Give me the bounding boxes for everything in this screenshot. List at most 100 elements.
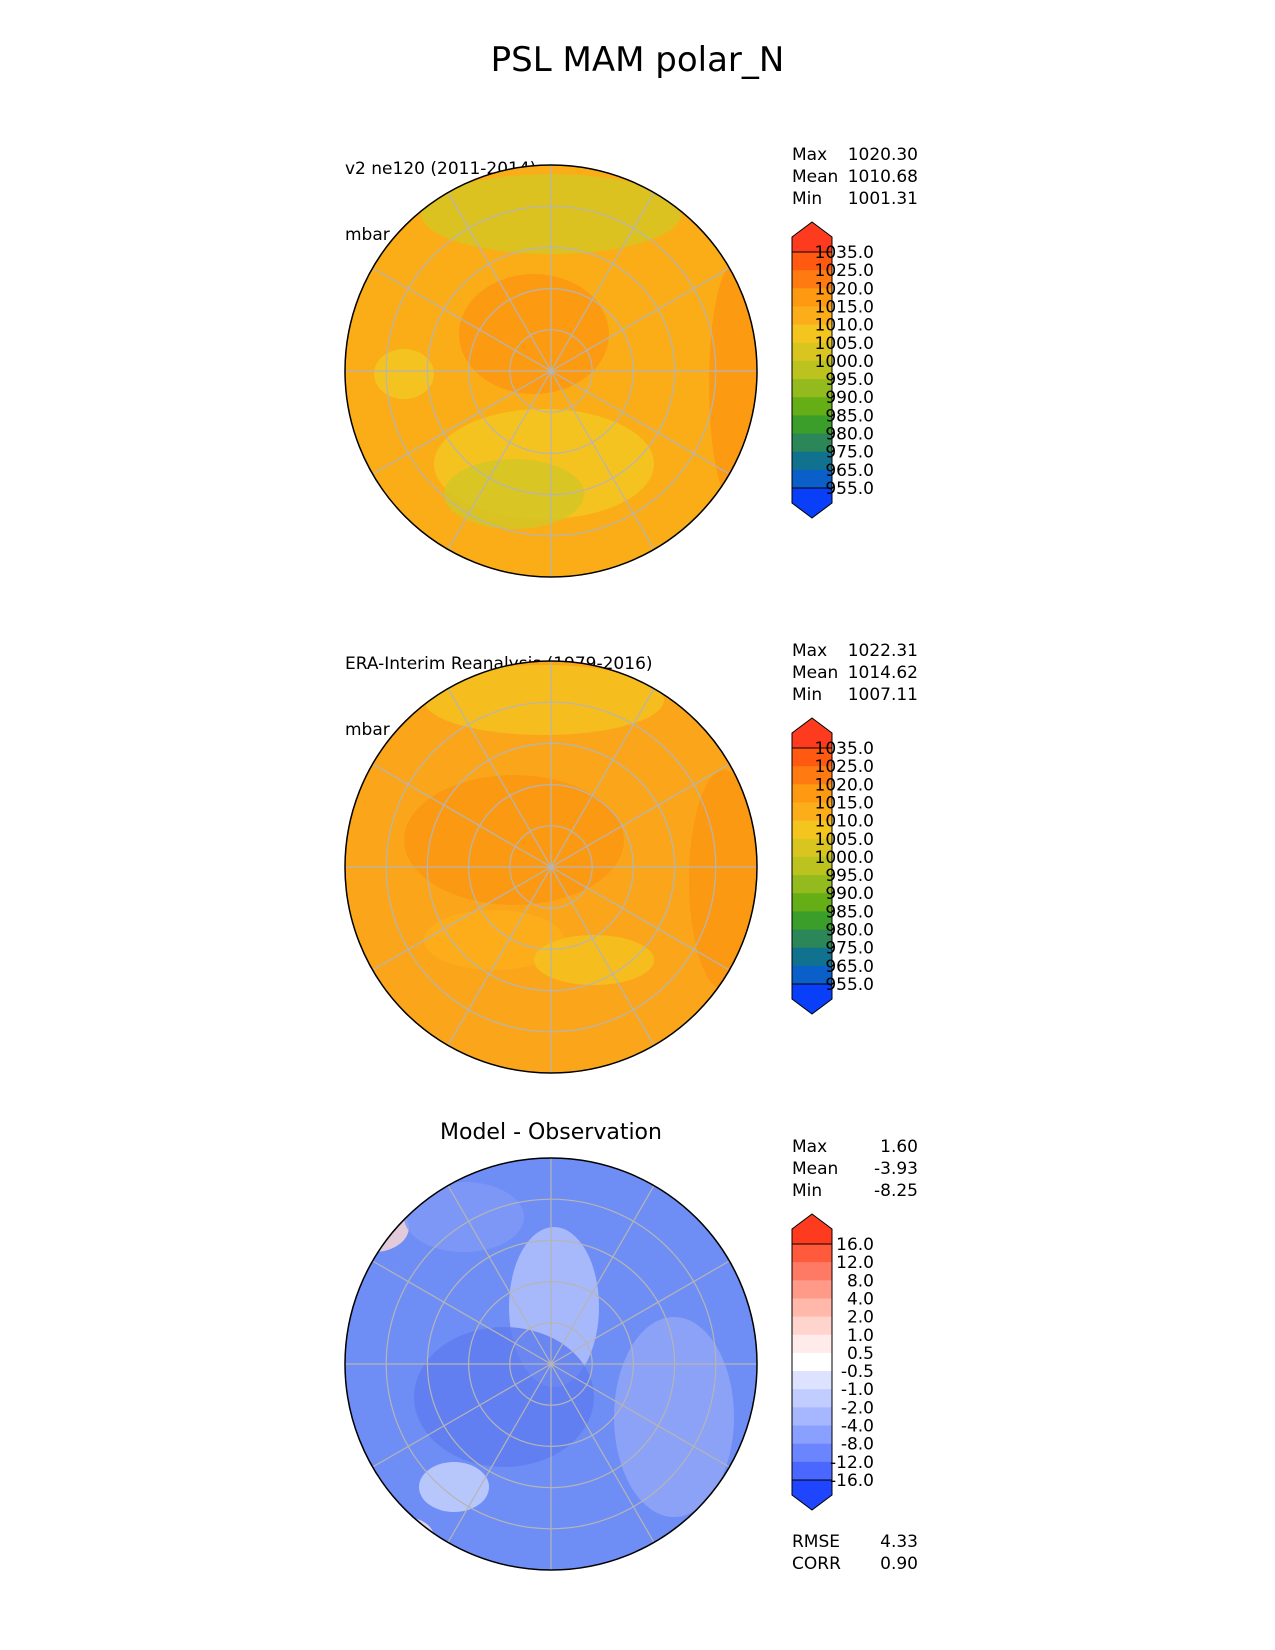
panel2-colorbar: 1035.01025.01020.01015.01010.01005.01000… <box>791 717 874 1015</box>
panel3-metrics: RMSE 4.33 CORR 0.90 <box>792 1531 918 1575</box>
stat-label: Max <box>792 145 828 165</box>
colorbar-segment <box>792 1280 832 1299</box>
panel2-polar-map <box>344 660 758 1074</box>
meridian-line <box>550 688 655 868</box>
colorbar-tick-label: 990.0 <box>825 388 874 408</box>
colorbar-tick-label: 1005.0 <box>815 334 874 354</box>
stat-value: 1007.11 <box>847 685 918 705</box>
colorbar-segment <box>792 856 832 876</box>
colorbar-tick-label: 1020.0 <box>815 279 874 299</box>
colorbar-segment <box>792 1262 832 1281</box>
meridian-line <box>447 1363 552 1543</box>
panel1-title: v2 ne120 (2011-2014) mbar <box>345 114 536 268</box>
colorbar-tick-label: 980.0 <box>825 921 874 941</box>
colorbar-segment <box>792 802 832 822</box>
colorbar-segment <box>792 1352 832 1372</box>
colorbar-tick-label: 975.0 <box>825 939 874 959</box>
field-region <box>414 1327 594 1467</box>
colorbar-tick-label: 1035.0 <box>815 739 874 759</box>
colorbar-tick-label: 1015.0 <box>815 297 874 317</box>
meridian-line <box>550 866 730 971</box>
stat-value: 1001.31 <box>847 189 918 209</box>
panel3-stats: Max 1.60 Mean -3.93 Min -8.25 <box>792 1136 918 1202</box>
meridian-line <box>447 866 552 1046</box>
colorbar-tick-label: 8.0 <box>847 1271 874 1291</box>
colorbar-segment <box>792 911 832 931</box>
meridian-line <box>550 192 655 372</box>
meridian-line <box>372 267 552 372</box>
colorbar-tick-label: -1.0 <box>841 1380 874 1400</box>
stat-value: 1.60 <box>880 1137 918 1157</box>
panel1-colorbar: 1035.01025.01020.01015.01010.01005.01000… <box>791 221 874 519</box>
stat-value: 1022.31 <box>847 641 918 661</box>
colorbar-segment <box>792 1316 832 1336</box>
rmse-label: RMSE <box>792 1532 841 1552</box>
meridian-line <box>447 192 552 372</box>
colorbar-tick-label: 0.5 <box>847 1344 874 1364</box>
field-region <box>459 274 609 394</box>
colorbar-tick-label: -2.0 <box>841 1398 874 1418</box>
meridian-line <box>372 1363 552 1468</box>
colorbar-tick-label: 980.0 <box>825 425 874 445</box>
colorbar-tick-label: 990.0 <box>825 884 874 904</box>
stat-label: Min <box>792 189 823 209</box>
colorbar-segment <box>792 875 832 894</box>
colorbar-segment <box>792 965 832 985</box>
stat-value: 1014.62 <box>847 663 918 683</box>
meridian-line <box>550 370 655 550</box>
colorbar-segment <box>792 433 832 453</box>
colorbar-tick-label: 1010.0 <box>815 812 874 832</box>
stat-label: Min <box>792 1181 823 1201</box>
colorbar-tick-label: 995.0 <box>825 370 874 390</box>
colorbar-tick-label: -16.0 <box>830 1471 874 1491</box>
rmse-value: 4.33 <box>880 1532 918 1552</box>
field-region <box>404 1182 524 1252</box>
colorbar-segment <box>792 1371 832 1390</box>
colorbar-segment <box>792 838 832 858</box>
colorbar-frame <box>791 1243 833 1481</box>
colorbar-extend-max <box>791 221 833 253</box>
colorbar-tick-label: 975.0 <box>825 443 874 463</box>
map-field <box>345 1158 757 1570</box>
meridian-line <box>550 1363 655 1543</box>
colorbar-segment <box>792 1389 832 1408</box>
colorbar-segment <box>792 748 832 767</box>
colorbar-segment <box>792 1443 832 1463</box>
field-region <box>534 935 654 985</box>
colorbar-segment <box>792 451 832 471</box>
colorbar-tick-label: 1025.0 <box>815 757 874 777</box>
colorbar-tick-label: 12.0 <box>836 1253 874 1273</box>
colorbar-segment <box>792 379 832 398</box>
meridian-line <box>372 1260 552 1365</box>
stat-label: Min <box>792 685 823 705</box>
panel1-polar-map <box>344 164 758 578</box>
field-region <box>374 1517 434 1557</box>
colorbar-tick-label: 1020.0 <box>815 775 874 795</box>
meridian-line <box>550 1363 730 1468</box>
meridian-line <box>550 1185 655 1365</box>
colorbar-segment <box>792 469 832 489</box>
colorbar-segment <box>792 893 832 912</box>
meridian-line <box>550 1260 730 1365</box>
colorbar-tick-label: 4.0 <box>847 1289 874 1309</box>
panel1-units: mbar <box>345 225 390 245</box>
meridian-line <box>550 370 730 475</box>
colorbar-segment <box>792 1425 832 1445</box>
colorbar-extend-min <box>791 1479 833 1511</box>
field-region <box>424 665 664 735</box>
colorbar-extend-max <box>791 1213 833 1245</box>
field-region <box>444 459 584 529</box>
colorbar-tick-label: 1000.0 <box>815 352 874 372</box>
colorbar-tick-label: 1025.0 <box>815 261 874 281</box>
corr-value: 0.90 <box>880 1554 918 1574</box>
colorbar-segment <box>792 1407 832 1427</box>
colorbar-segment <box>792 766 832 785</box>
field-region <box>419 1462 489 1512</box>
colorbar-segment <box>792 360 832 380</box>
map-border <box>344 164 758 578</box>
colorbar-segment <box>792 1244 832 1263</box>
colorbar-segment <box>792 820 832 840</box>
meridian-line <box>372 866 552 971</box>
colorbar-tick-label: 965.0 <box>825 957 874 977</box>
colorbar-tick-label: 1.0 <box>847 1326 874 1346</box>
